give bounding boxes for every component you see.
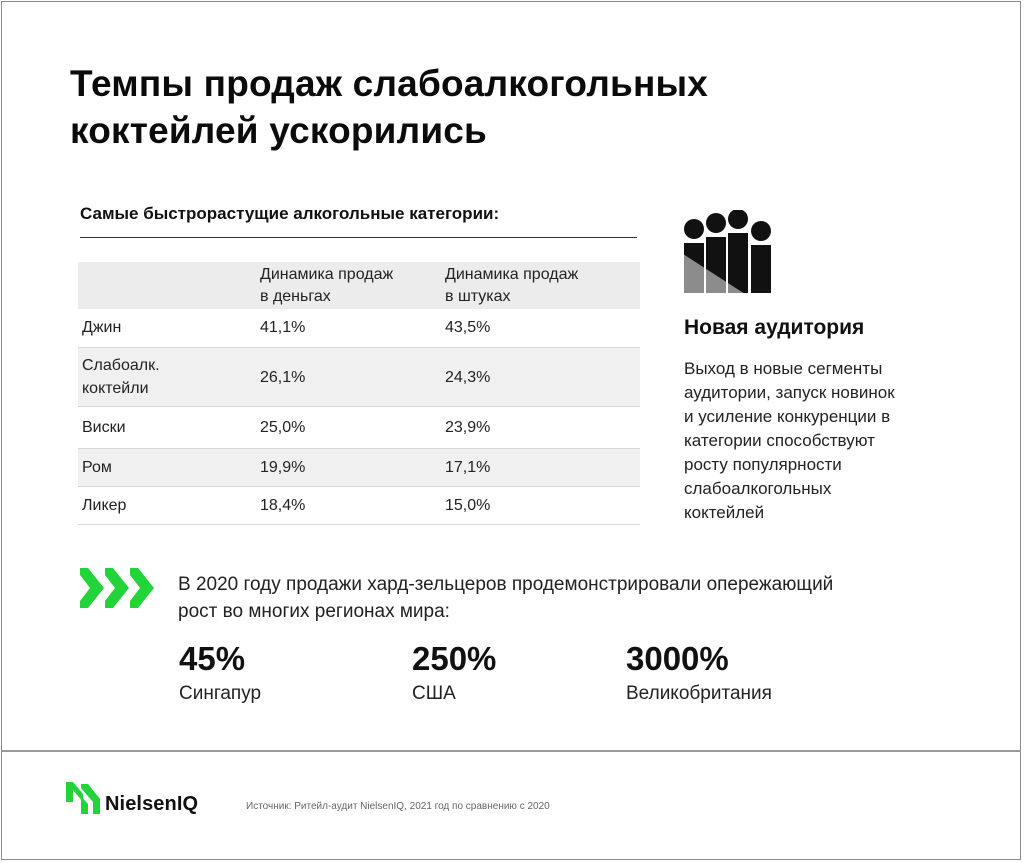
header-category xyxy=(78,262,256,309)
money-cell: 18,4% xyxy=(260,496,306,514)
hard-seltzer-line-1: В 2020 году продажи хард-зельцеров проде… xyxy=(178,574,834,595)
audience-text-line: и усиление конкуренции в xyxy=(684,407,891,426)
units-cell: 17,1% xyxy=(445,458,491,476)
audience-text-line: аудитории, запуск новинок xyxy=(684,383,895,402)
page-title-line-1: Темпы продаж слабоалкогольных xyxy=(70,63,709,104)
table-row: Ром 19,9% 17,1% xyxy=(78,448,640,487)
money-cell: 19,9% xyxy=(260,458,306,476)
hard-seltzer-line-2: рост во многих регионах мира: xyxy=(178,601,450,622)
stat-label: Сингапур xyxy=(179,683,262,704)
page-title: Темпы продаж слабоалкогольных коктейлей … xyxy=(70,60,890,154)
logo-text: NielsenIQ xyxy=(105,793,199,815)
page-title-line-2: коктейлей ускорились xyxy=(70,110,487,151)
header-units: Динамика продаж в штуках xyxy=(441,262,640,309)
category-cell: Джин xyxy=(82,319,122,336)
stat-label: США xyxy=(412,683,456,704)
audience-text-line: слабоалкогольных xyxy=(684,479,832,498)
nielseniq-logo-icon xyxy=(66,782,100,814)
units-cell: 24,3% xyxy=(445,368,491,386)
units-cell: 43,5% xyxy=(445,319,491,336)
category-cell: Виски xyxy=(82,418,126,436)
audience-description: Выход в новые сегменты аудитории, запуск… xyxy=(684,357,974,525)
money-cell: 25,0% xyxy=(260,418,306,436)
caption-divider xyxy=(80,237,637,238)
footer-divider xyxy=(2,750,1021,752)
stat-usa: 250% США xyxy=(412,640,496,707)
triple-chevron-icon xyxy=(80,568,154,608)
units-cell: 23,9% xyxy=(445,418,491,436)
header-money: Динамика продаж в деньгах xyxy=(256,262,441,309)
category-cell: Ликер xyxy=(82,496,127,514)
audience-title: Новая аудитория xyxy=(684,316,865,339)
table-row: Джин 41,1% 43,5% xyxy=(78,309,640,348)
stat-value: 45% xyxy=(179,640,246,677)
hard-seltzer-text: В 2020 году продажи хард-зельцеров проде… xyxy=(178,571,978,625)
audience-text-line: категории способствуют xyxy=(684,431,875,450)
stat-singapore: 45% Сингапур xyxy=(179,640,261,707)
table-row: Виски 25,0% 23,9% xyxy=(78,407,640,449)
source-note: Источник: Ритейл-аудит NielsenIQ, 2021 г… xyxy=(246,801,550,812)
audience-text-line: Выход в новые сегменты xyxy=(684,359,883,378)
category-cell: Слабоалк. коктейли xyxy=(78,348,256,407)
table-caption: Самые быстрорастущие алкогольные категор… xyxy=(80,204,500,223)
stat-value: 250% xyxy=(412,640,497,677)
table-row: Ликер 18,4% 15,0% xyxy=(78,487,640,525)
stat-label: Великобритания xyxy=(626,683,772,704)
header-money-line-2: в деньгах xyxy=(260,287,331,305)
table-header-row: Динамика продаж в деньгах Динамика прода… xyxy=(78,262,640,309)
people-icon xyxy=(684,210,771,293)
header-units-line-1: Динамика продаж xyxy=(445,265,579,283)
header-units-line-2: в штуках xyxy=(445,287,511,305)
audience-text-line: коктейлей xyxy=(684,503,765,522)
money-cell: 26,1% xyxy=(260,368,306,386)
audience-text-line: росту популярности xyxy=(684,455,842,474)
stat-value: 3000% xyxy=(626,640,729,677)
category-cell: Ром xyxy=(82,458,112,476)
stat-uk: 3000% Великобритания xyxy=(626,640,772,707)
money-cell: 41,1% xyxy=(260,319,306,336)
units-cell: 15,0% xyxy=(445,496,491,514)
category-line-2: коктейли xyxy=(82,380,149,397)
categories-table: Динамика продаж в деньгах Динамика прода… xyxy=(78,262,640,525)
header-money-line-1: Динамика продаж xyxy=(260,265,394,283)
nielseniq-logo: NielsenIQ xyxy=(66,782,236,816)
table-row: Слабоалк. коктейли 26,1% 24,3% xyxy=(78,347,640,407)
category-line-1: Слабоалк. xyxy=(82,357,160,374)
